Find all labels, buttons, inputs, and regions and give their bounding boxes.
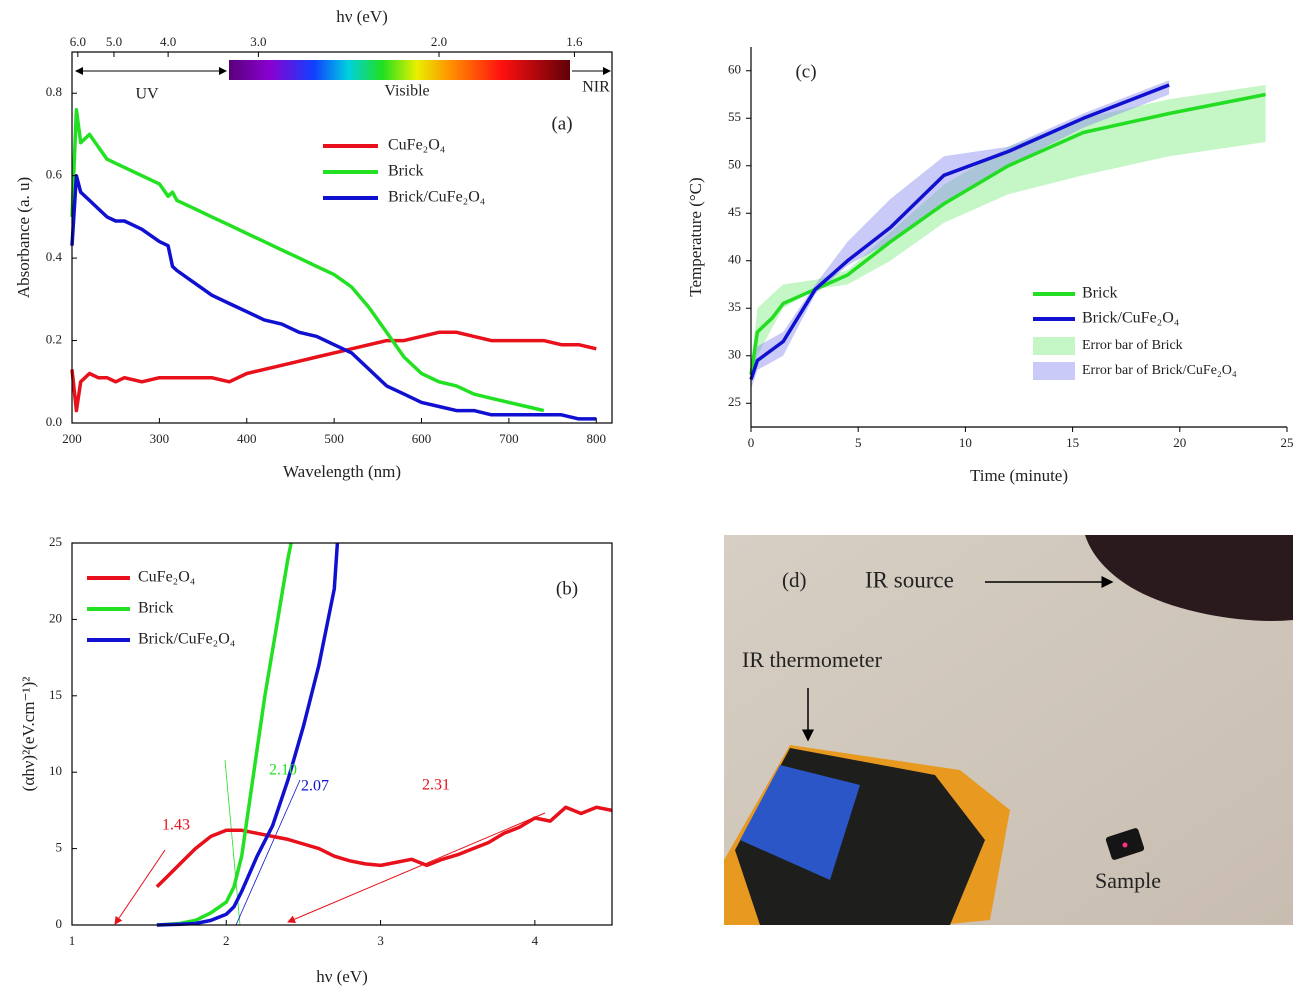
plot-frame <box>71 51 613 424</box>
x2-tick-label: 6.0 <box>70 34 86 49</box>
y-tick-label: 10 <box>49 763 62 778</box>
x2-tick-label: 3.0 <box>250 34 266 49</box>
y-tick-label: 5 <box>56 840 63 855</box>
x-tick-label: 25 <box>1281 435 1294 450</box>
x-tick-label: 300 <box>150 431 170 446</box>
x-tick-label: 4 <box>532 933 539 948</box>
thermometer-screen <box>740 765 860 880</box>
plot-frame <box>71 542 613 926</box>
legend-label: Error bar of Brick <box>1082 338 1183 353</box>
x2-axis-title: hν (eV) <box>336 7 388 26</box>
legend-label: CuFe₂O₄ <box>388 137 446 154</box>
series-line <box>156 542 293 927</box>
y-tick-label: 30 <box>728 347 741 362</box>
y-axis-title: Absorbance (a. u) <box>14 177 33 298</box>
y-tick-label: 35 <box>728 299 741 314</box>
x-axis-title: Time (minute) <box>970 466 1068 485</box>
annotation: 1.43 <box>162 817 190 834</box>
series-line <box>156 542 340 927</box>
tangent-line <box>235 779 301 926</box>
legend-label: Brick/CuFe₂O₄ <box>388 189 486 206</box>
annotation: (c) <box>795 61 816 82</box>
legend-label: Brick <box>138 600 174 617</box>
x-tick-label: 200 <box>62 431 82 446</box>
legend-label: Error bar of Brick/CuFe₂O₄ <box>1082 363 1237 378</box>
y-tick-label: 0.8 <box>46 84 62 99</box>
legend-label: Brick/CuFe₂O₄ <box>1082 310 1180 327</box>
x-tick-label: 600 <box>412 431 432 446</box>
series-line <box>155 805 613 889</box>
y-tick-label: 0.2 <box>46 332 62 347</box>
y-axis-title: Temperature (°C) <box>686 177 705 296</box>
y-tick-label: 50 <box>728 157 741 172</box>
x2-tick-label: 1.6 <box>566 34 583 49</box>
photo: (d) IR source IR thermometer Sample <box>724 535 1293 925</box>
y-tick-label: 55 <box>728 109 741 124</box>
y-tick-label: 60 <box>728 62 741 77</box>
series-line <box>749 92 1266 376</box>
x-tick-label: 10 <box>959 435 972 450</box>
series-line <box>749 83 1170 381</box>
y-tick-label: 0.6 <box>46 167 63 182</box>
y-tick-label: 15 <box>49 687 62 702</box>
x-tick-label: 5 <box>855 435 862 450</box>
x-axis-title: Wavelength (nm) <box>283 462 401 481</box>
x-tick-label: 3 <box>377 933 384 948</box>
series-line <box>70 330 597 413</box>
x-tick-label: 20 <box>1173 435 1186 450</box>
legend-label: Brick <box>388 163 424 180</box>
photo-label: IR source <box>865 567 954 592</box>
x-tick-label: 15 <box>1066 435 1079 450</box>
y-tick-label: 0.0 <box>46 414 62 429</box>
series-line <box>70 173 597 421</box>
annotation: 2.31 <box>422 777 450 794</box>
legend-swatch <box>1033 337 1075 355</box>
legend-label: Brick/CuFe₂O₄ <box>138 631 236 648</box>
x2-tick-label: 5.0 <box>106 34 122 49</box>
annotation: Visible <box>384 83 429 100</box>
photo-label: IR thermometer <box>742 647 883 672</box>
photo-label: Sample <box>1095 868 1161 893</box>
y-tick-label: 0 <box>56 916 63 931</box>
x-tick-label: 500 <box>324 431 344 446</box>
annotation: UV <box>135 86 159 103</box>
sample-spot <box>1122 842 1128 848</box>
x-tick-label: 0 <box>748 435 755 450</box>
x2-tick-label: 2.0 <box>431 34 447 49</box>
legend-label: Brick <box>1082 285 1118 302</box>
annotation: (b) <box>556 578 578 599</box>
y-axis-title: (αhν)²(eV.cm⁻¹)² <box>19 677 38 792</box>
legend-label: CuFe₂O₄ <box>138 569 196 586</box>
annotation: 2.10 <box>269 762 297 779</box>
legend-swatch <box>1033 362 1075 380</box>
x-tick-label: 800 <box>587 431 607 446</box>
annotation: (a) <box>551 113 572 134</box>
y-tick-label: 40 <box>728 252 741 267</box>
y-tick-label: 0.4 <box>46 249 63 264</box>
annotation: NIR <box>582 79 610 96</box>
y-tick-label: 20 <box>49 610 62 625</box>
annotation: 2.07 <box>301 778 329 795</box>
y-tick-label: 25 <box>49 534 62 549</box>
x-tick-label: 1 <box>69 933 76 948</box>
error-band <box>751 85 1266 385</box>
y-tick-label: 25 <box>728 394 741 409</box>
tangent-arrow <box>114 849 166 925</box>
x2-tick-label: 4.0 <box>160 34 176 49</box>
panel-label: (d) <box>782 568 807 592</box>
visible-spectrum <box>229 60 570 80</box>
y-tick-label: 45 <box>728 204 741 219</box>
x-tick-label: 700 <box>499 431 519 446</box>
x-tick-label: 2 <box>223 933 230 948</box>
ir-source <box>1085 535 1293 621</box>
tangent-arrow <box>287 812 546 923</box>
x-tick-label: 400 <box>237 431 257 446</box>
x-axis-title: hν (eV) <box>316 967 368 986</box>
series-line <box>70 107 545 413</box>
